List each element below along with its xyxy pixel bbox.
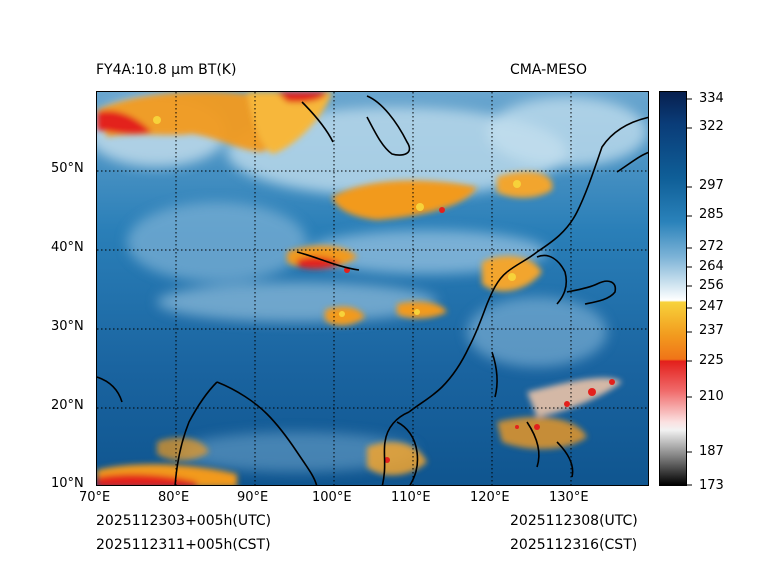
- init-time-utc: 2025112303+005h(UTC): [96, 513, 272, 529]
- colorbar-tick-272: 272: [699, 239, 724, 254]
- map-title: FY4A:10.8 µm BT(K): [96, 62, 237, 78]
- lat-label-30n: 30°N: [51, 319, 84, 334]
- valid-time-utc: 2025112308(UTC): [510, 513, 638, 529]
- colorbar-tick-marks: [687, 98, 692, 486]
- lat-label-50n: 50°N: [51, 161, 84, 176]
- colorbar-tick-285: 285: [699, 207, 724, 222]
- colorbar: [659, 91, 687, 486]
- lon-label-130e: 130°E: [549, 490, 589, 505]
- colorbar-tick-322: 322: [699, 119, 724, 134]
- colorbar-tick-237: 237: [699, 323, 724, 338]
- colorbar-tick-297: 297: [699, 178, 724, 193]
- graticule: [97, 92, 648, 485]
- satellite-map: [96, 91, 649, 486]
- lon-label-120e: 120°E: [470, 490, 510, 505]
- cold-cloud-tops: [97, 92, 622, 485]
- lat-label-40n: 40°N: [51, 240, 84, 255]
- colorbar-tick-210: 210: [699, 389, 724, 404]
- model-name: CMA-MESO: [510, 62, 588, 78]
- colorbar-tick-256: 256: [699, 278, 724, 293]
- colorbar-tick-225: 225: [699, 353, 724, 368]
- lon-label-80e: 80°E: [158, 490, 190, 505]
- lon-label-90e: 90°E: [237, 490, 269, 505]
- colorbar-tick-173: 173: [699, 478, 724, 493]
- lon-label-70e: 70°E: [79, 490, 111, 505]
- colorbar-tick-187: 187: [699, 444, 724, 459]
- lon-label-100e: 100°E: [312, 490, 352, 505]
- lon-label-110e: 110°E: [391, 490, 431, 505]
- init-time-cst: 2025112311+005h(CST): [96, 537, 271, 553]
- colorbar-tick-264: 264: [699, 259, 724, 274]
- colorbar-tick-334: 334: [699, 91, 724, 106]
- lat-label-20n: 20°N: [51, 398, 84, 413]
- lat-label-10n: 10°N: [51, 476, 84, 491]
- coastlines: [97, 95, 648, 485]
- colorbar-gradient: [660, 92, 686, 485]
- valid-time-cst: 2025112316(CST): [510, 537, 638, 553]
- map-canvas: [97, 92, 648, 485]
- colorbar-tick-247: 247: [699, 299, 724, 314]
